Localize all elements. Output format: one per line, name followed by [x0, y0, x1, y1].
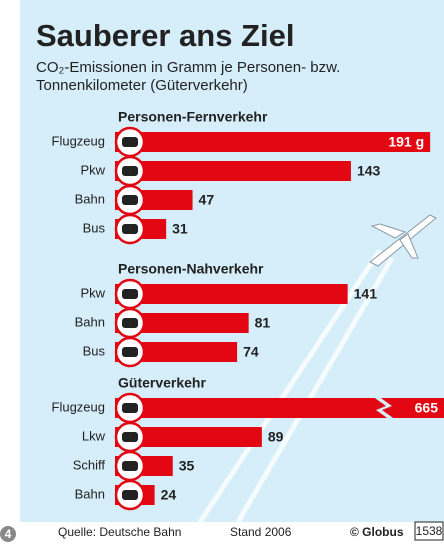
- icon-glyph: [122, 318, 138, 328]
- source: Quelle: Deutsche Bahn: [58, 525, 181, 539]
- bar: [115, 284, 348, 304]
- title: Sauberer ans Ziel: [36, 18, 294, 53]
- value-label: 81: [255, 315, 271, 331]
- value-label: 191 g: [388, 134, 424, 150]
- value-label: 47: [199, 192, 215, 208]
- subtitle: Tonnenkilometer (Güterverkehr): [36, 77, 248, 94]
- icon-glyph: [122, 224, 138, 234]
- category-label: Bahn: [75, 486, 105, 501]
- category-label: Schiff: [73, 457, 106, 472]
- icon-glyph: [122, 432, 138, 442]
- category-label: Flugzeug: [52, 399, 105, 414]
- bar: [115, 132, 430, 152]
- icon-glyph: [122, 490, 138, 500]
- category-label: Pkw: [80, 162, 105, 177]
- category-label: Bus: [83, 343, 106, 358]
- infographic: Sauberer ans Ziel CO₂-Emissionen in Gram…: [0, 0, 444, 542]
- value-label: 24: [161, 487, 177, 503]
- value-label: 141: [354, 286, 378, 302]
- icon-glyph: [122, 461, 138, 471]
- icon-glyph: [122, 166, 138, 176]
- value-label: 35: [179, 458, 195, 474]
- bar: [115, 398, 444, 418]
- icon-glyph: [122, 347, 138, 357]
- category-label: Bahn: [75, 191, 105, 206]
- icon-glyph: [122, 137, 138, 147]
- icon-glyph: [122, 289, 138, 299]
- category-label: Bahn: [75, 314, 105, 329]
- date: Stand 2006: [230, 525, 292, 539]
- value-label: 89: [268, 429, 284, 445]
- group-title: Personen-Fernverkehr: [118, 109, 268, 125]
- page: 4: [5, 527, 12, 541]
- copyright: © Globus: [350, 525, 404, 539]
- subtitle: CO₂-Emissionen in Gramm je Personen- bzw…: [36, 59, 340, 76]
- number: 1538: [416, 524, 443, 538]
- icon-glyph: [122, 195, 138, 205]
- group-title: Personen-Nahverkehr: [118, 261, 264, 277]
- value-label: 143: [357, 163, 381, 179]
- category-label: Pkw: [80, 285, 105, 300]
- value-label: 31: [172, 221, 188, 237]
- category-label: Bus: [83, 220, 106, 235]
- value-label: 74: [243, 344, 259, 360]
- category-label: Flugzeug: [52, 133, 105, 148]
- category-label: Lkw: [82, 428, 106, 443]
- value-label: 665: [415, 400, 439, 416]
- icon-glyph: [122, 403, 138, 413]
- bar: [115, 161, 351, 181]
- group-title: Güterverkehr: [118, 375, 206, 391]
